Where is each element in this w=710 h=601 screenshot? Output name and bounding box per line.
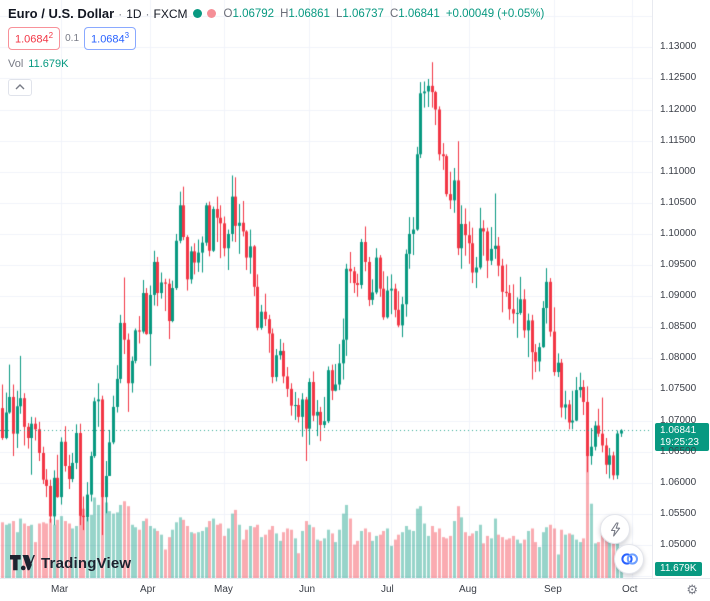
change-value: +0.00049 (+0.05%) <box>445 7 545 20</box>
time-axis-label: Oct <box>622 584 638 595</box>
brand-name: TradingView <box>41 555 132 572</box>
time-axis-label: Apr <box>140 584 156 595</box>
open-label: O <box>223 7 233 20</box>
buy-price-sup: 3 <box>124 31 130 40</box>
legend-collapse-button[interactable] <box>8 78 32 96</box>
sell-price: 1.0684 <box>15 33 49 46</box>
bar-countdown: 19:25:23 <box>660 437 699 449</box>
tradingview-logo-icon <box>10 555 35 571</box>
time-axis-label: Jul <box>381 584 394 595</box>
close-value: 1.06841 <box>398 7 440 20</box>
time-axis[interactable]: ⚙ Mar Apr May Jun Jul Aug Sep Oct <box>0 578 710 601</box>
buy-price: 1.0684 <box>91 33 125 46</box>
lightning-icon <box>610 521 620 537</box>
buy-button[interactable]: 1.06843 <box>84 27 137 50</box>
price-axis-label: 1.12000 <box>660 103 697 115</box>
symbol-title[interactable]: Euro / U.S. Dollar <box>8 6 115 21</box>
price-axis-label: 1.06500 <box>660 445 697 457</box>
time-axis-label: Mar <box>51 584 69 595</box>
price-axis-label: 1.05000 <box>660 539 697 551</box>
volume-label: Vol <box>8 57 24 70</box>
low-label: L <box>335 7 343 20</box>
spread-value: 0.1 <box>65 32 80 44</box>
time-axis-label: May <box>214 584 233 595</box>
separator-dot: · <box>118 6 123 21</box>
volume-value: 11.679K <box>28 57 69 70</box>
price-axis[interactable]: 1.06841 19:25:23 11.679K 1.13000 1.12500 1… <box>652 0 710 578</box>
legend: Euro / U.S. Dollar · 1D · FXCM O1.06792 … <box>8 6 550 96</box>
separator-dot: · <box>145 6 150 21</box>
broker-button[interactable] <box>614 544 644 574</box>
low-value: 1.06737 <box>342 7 384 20</box>
sell-price-sup: 2 <box>48 31 54 40</box>
tradingview-logo[interactable]: TradingView <box>10 555 131 572</box>
price-axis-label: 1.13000 <box>660 41 697 53</box>
last-price-badge: 1.06841 19:25:23 <box>655 423 709 452</box>
price-axis-label: 1.10000 <box>660 227 697 239</box>
price-axis-label: 1.08500 <box>660 321 697 333</box>
chart-canvas[interactable] <box>0 0 652 578</box>
time-axis-label: Sep <box>544 584 562 595</box>
last-price-value: 1.06841 <box>660 425 697 437</box>
price-axis-label: 1.11000 <box>660 165 696 177</box>
price-axis-label: 1.07000 <box>660 414 697 426</box>
legend-title-row: Euro / U.S. Dollar · 1D · FXCM O1.06792 … <box>8 6 550 21</box>
price-axis-label: 1.08000 <box>660 352 697 364</box>
time-axis-label: Aug <box>459 584 477 595</box>
price-axis-label: 1.07500 <box>660 383 697 395</box>
trade-row: 1.06842 0.1 1.06843 <box>8 27 550 50</box>
exchange-label[interactable]: FXCM <box>153 6 188 21</box>
price-axis-label: 1.11500 <box>660 134 696 146</box>
price-axis-label: 1.09000 <box>660 290 697 302</box>
rings-icon <box>620 553 638 565</box>
volume-badge: 11.679K <box>655 562 702 576</box>
price-axis-label: 1.05500 <box>660 507 697 519</box>
price-axis-label: 1.06000 <box>660 476 697 488</box>
timeframe-label[interactable]: 1D <box>126 6 142 21</box>
quick-trade-button[interactable] <box>600 514 630 544</box>
high-label: H <box>280 7 289 20</box>
price-axis-label: 1.12500 <box>660 72 697 84</box>
chart-pane[interactable]: Euro / U.S. Dollar · 1D · FXCM O1.06792 … <box>0 0 652 578</box>
sell-button[interactable]: 1.06842 <box>8 27 61 50</box>
time-axis-label: Jun <box>299 584 316 595</box>
open-value: 1.06792 <box>232 7 275 20</box>
ohlc-row: O1.06792 H1.06861 L1.06737 C1.06841 +0.0… <box>224 8 551 20</box>
legend-dot-teal-icon[interactable] <box>192 9 202 18</box>
legend-dot-red-icon[interactable] <box>206 9 216 18</box>
price-axis-label: 1.09500 <box>660 259 697 271</box>
settings-gear-icon[interactable]: ⚙ <box>686 582 698 597</box>
close-label: C <box>389 7 399 20</box>
volume-row: Vol 11.679K <box>8 58 550 70</box>
price-axis-label: 1.10500 <box>660 196 697 208</box>
high-value: 1.06861 <box>288 7 330 20</box>
chevron-up-icon <box>15 84 25 90</box>
